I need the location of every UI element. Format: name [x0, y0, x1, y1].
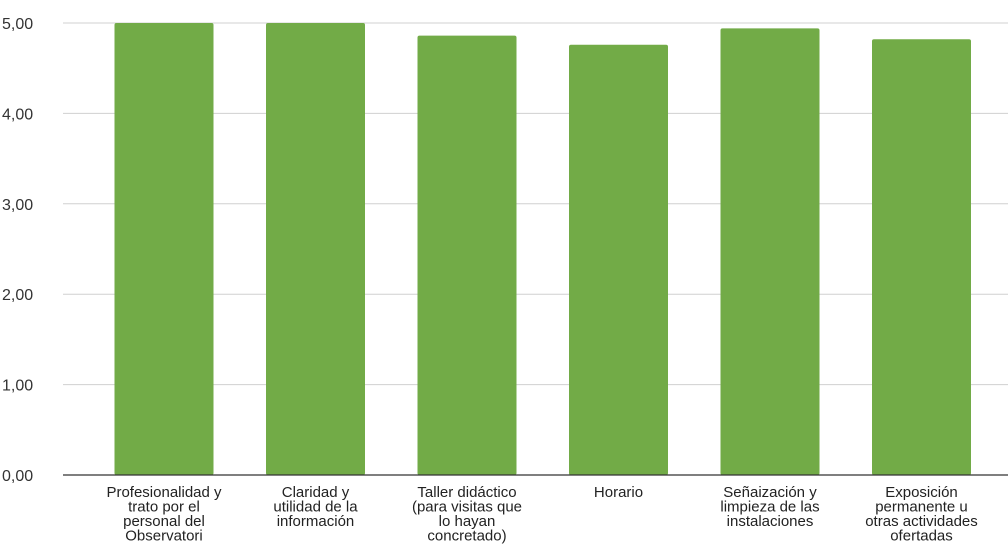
- y-tick-label: 0,00: [2, 468, 33, 485]
- bars: [114, 23, 971, 476]
- bar: [569, 44, 668, 476]
- bar: [114, 23, 214, 475]
- x-tick-label: Exposición permanente u otras actividades o…: [865, 484, 978, 545]
- y-tick-label: 1,00: [2, 378, 33, 395]
- x-tick-label: Profesionalidad y trato por el personal de…: [106, 484, 222, 545]
- bar: [872, 39, 971, 475]
- bar: [720, 28, 820, 475]
- y-tick-label: 4,00: [2, 106, 33, 123]
- bar: [266, 23, 365, 475]
- x-tick-label: Señaización y limpieza de las instalacione…: [720, 484, 819, 530]
- bar: [417, 35, 517, 475]
- x-tick-label: Taller didáctico (para visitas que lo haya…: [412, 484, 522, 545]
- y-tick-label: 5,00: [2, 16, 33, 33]
- x-tick-label: Claridad y utilidad de la información: [273, 484, 358, 530]
- y-tick-label: 2,00: [2, 287, 33, 304]
- x-tick-label: Horario: [594, 484, 643, 501]
- y-axis-tick-labels: 0,00 1,00 2,00 3,00 4,00 5,00: [2, 16, 33, 485]
- x-axis-category-labels: Profesionalidad y trato por el personal de…: [106, 484, 977, 545]
- grid-lines: [63, 22, 1008, 386]
- y-tick-label: 3,00: [2, 197, 33, 214]
